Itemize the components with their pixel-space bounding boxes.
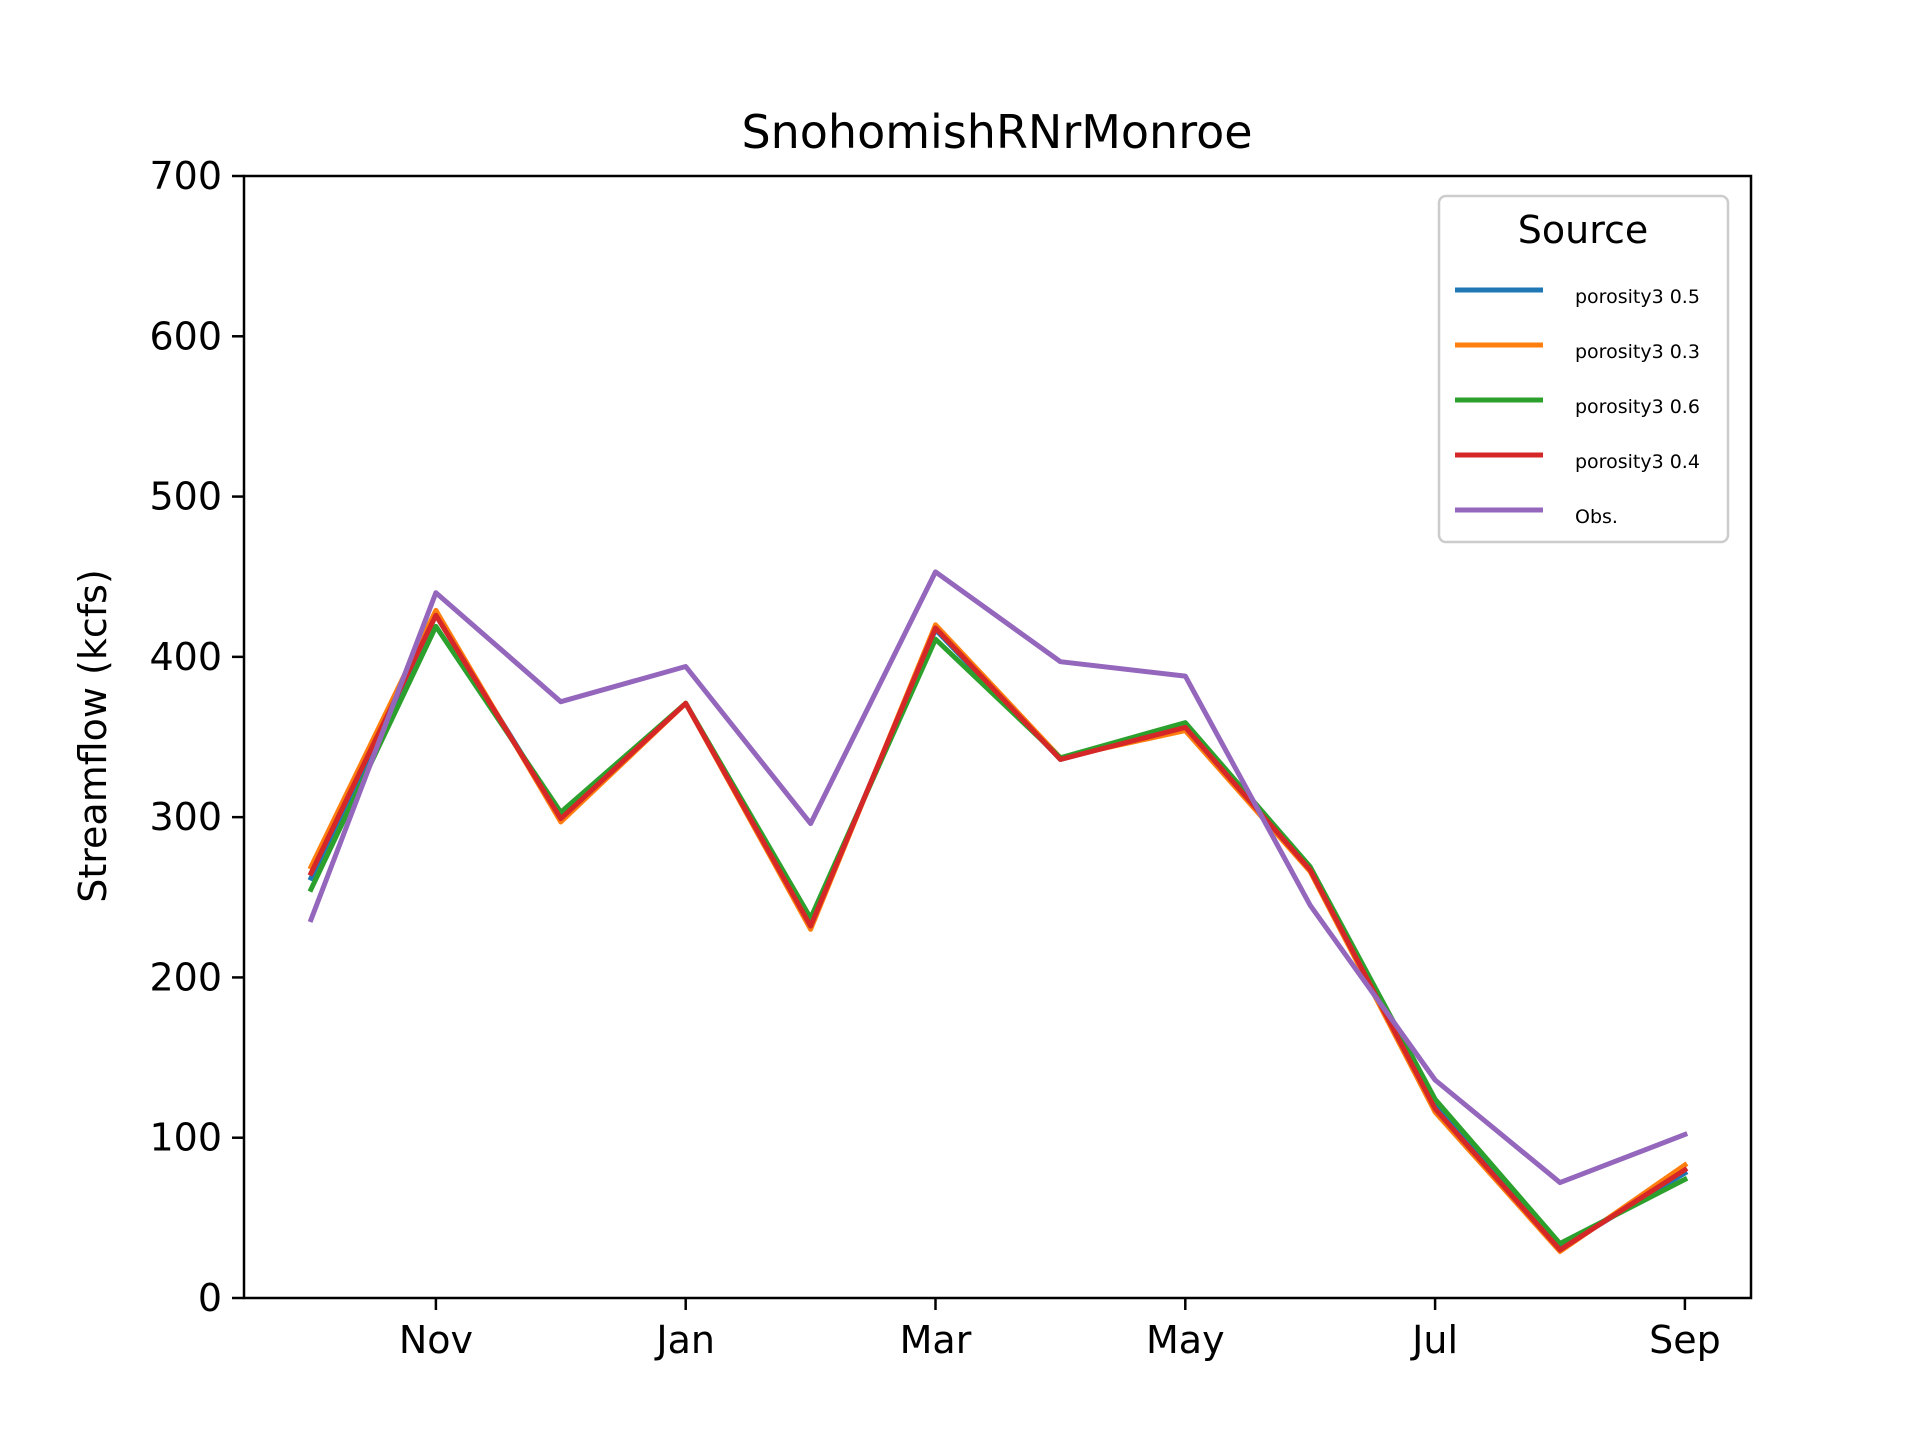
x-tick-label: May	[1146, 1318, 1225, 1362]
legend-entries: porosity3 0.5 porosity3 0.3 porosity3 0.6 p…	[1455, 286, 1700, 528]
y-tick-label: 400	[149, 635, 222, 679]
legend-label: porosity3 0.4	[1575, 451, 1700, 473]
y-axis-ticks: 0 100 200 300 400 500 600 700	[149, 154, 244, 1320]
legend-label: porosity3 0.6	[1575, 396, 1700, 418]
legend-label: Obs.	[1575, 506, 1618, 528]
plot-frame	[242, 174, 1753, 1300]
x-axis-ticks: Nov Jan Mar May Jul Sep	[399, 1298, 1721, 1362]
y-tick-label: 0	[198, 1276, 222, 1320]
plot-lines	[307, 569, 1689, 1254]
series-line-porosity3-0-4	[307, 612, 1689, 1253]
series-line-obs	[307, 569, 1689, 1186]
legend-title: Source	[1518, 208, 1649, 252]
y-tick-label: 200	[149, 955, 222, 999]
y-tick-label: 100	[149, 1116, 222, 1160]
y-tick-label: 300	[149, 795, 222, 839]
x-tick-label: Jul	[1410, 1318, 1458, 1362]
x-tick-label: Mar	[900, 1318, 972, 1362]
chart-title: SnohomishRNrMonroe	[741, 105, 1252, 159]
y-tick-label: 600	[149, 314, 222, 358]
x-tick-label: Jan	[654, 1318, 715, 1362]
legend-label: porosity3 0.3	[1575, 341, 1700, 363]
y-tick-label: 700	[149, 154, 222, 198]
legend-label: porosity3 0.5	[1575, 286, 1700, 308]
x-tick-label: Sep	[1649, 1318, 1721, 1362]
y-axis-label: Streamflow (kcfs)	[71, 569, 115, 903]
y-tick-label: 500	[149, 475, 222, 519]
x-tick-label: Nov	[399, 1318, 473, 1362]
